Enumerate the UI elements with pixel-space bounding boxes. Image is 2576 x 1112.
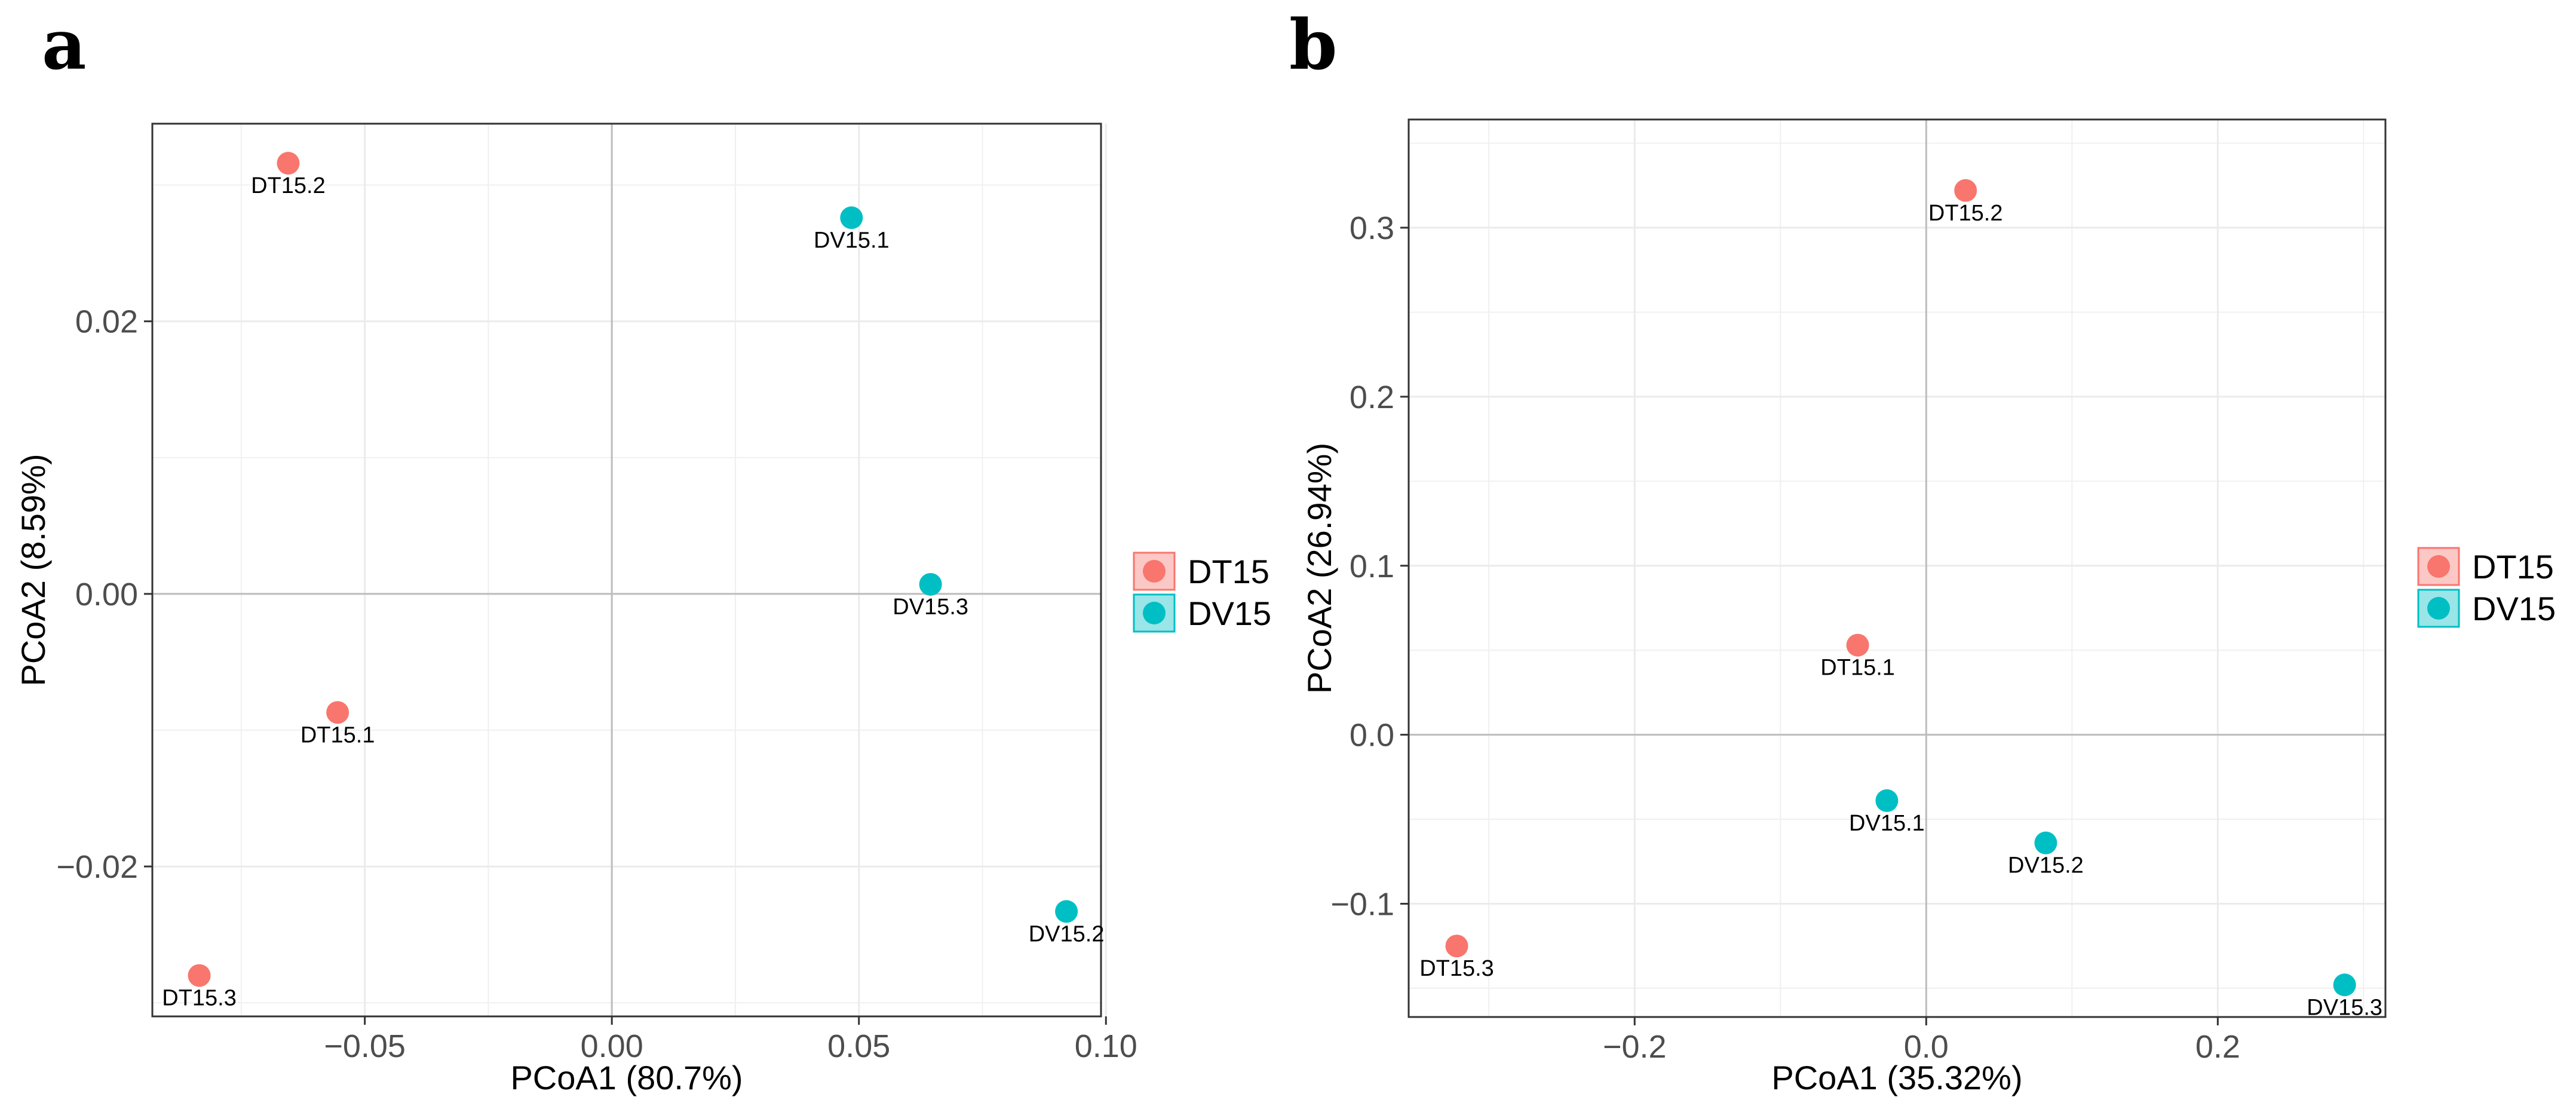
point-label-DT15-2: DT15.2: [251, 173, 326, 198]
point-label-DV15-2: DV15.2: [2008, 853, 2084, 878]
x-tick-label: −0.2: [1603, 1029, 1667, 1065]
x-axis-title: PCoA1 (80.7%): [510, 1059, 743, 1096]
data-point-DT15-1: [1846, 633, 1869, 657]
plot-background: [1409, 120, 2385, 1017]
y-axis-title: PCoA2 (26.94%): [1301, 443, 1338, 694]
data-point-DT15-2: [1954, 179, 1977, 202]
point-label-DV15-2: DV15.2: [1029, 921, 1105, 946]
data-point-DV15-1: [840, 206, 863, 229]
point-label-DV15-1: DV15.1: [1849, 811, 1925, 836]
point-label-DT15-1: DT15.1: [1820, 655, 1895, 681]
y-tick-label: 0.2: [1350, 379, 1394, 415]
x-tick-label: −0.05: [324, 1028, 406, 1064]
legend: DT15 DV15: [1133, 552, 1271, 633]
data-point-DT15-3: [1445, 935, 1468, 958]
legend-label-DV15: DV15: [2472, 590, 2556, 627]
y-tick-label: 0.1: [1350, 549, 1394, 584]
data-point-DV15-2: [1055, 900, 1078, 923]
point-label-DT15-3: DT15.3: [1419, 956, 1494, 981]
x-axis-title: PCoA1 (35.32%): [1771, 1059, 2022, 1096]
data-point-DV15-3: [919, 572, 942, 596]
legend-marker-DT15: [2427, 555, 2450, 578]
panel-letter: b: [1289, 5, 1337, 85]
x-tick-label: 0.10: [1075, 1028, 1137, 1064]
y-tick-label: 0.0: [1350, 718, 1394, 753]
data-point-DV15-3: [2333, 973, 2356, 997]
legend-marker-DV15: [2427, 597, 2450, 620]
x-tick-label: 0.00: [581, 1028, 643, 1064]
y-tick-label: 0.00: [75, 577, 138, 612]
legend-label-DT15: DT15: [1188, 553, 1269, 590]
x-tick-label: 0.2: [2195, 1029, 2240, 1065]
data-point-DV15-2: [2034, 831, 2057, 854]
data-point-DV15-1: [1875, 789, 1899, 812]
data-point-DT15-2: [277, 152, 300, 175]
legend-marker-DV15: [1143, 602, 1166, 624]
plot-border: [151, 122, 1102, 1018]
panel-letter: a: [42, 5, 87, 85]
y-tick-label: 0.02: [75, 304, 138, 340]
y-axis-title: PCoA2 (8.59%): [14, 454, 52, 686]
point-label-DV15-3: DV15.3: [2307, 995, 2382, 1020]
x-tick-label: 0.05: [827, 1028, 890, 1064]
point-label-DT15-1: DT15.1: [300, 722, 375, 748]
chart-panel-a: a −0.05 0.00 0.05 0.10 −0.02 0.00 0.02 PCoA1 (80…: [14, 5, 1271, 1096]
x-tick-label: 0.0: [1904, 1029, 1949, 1065]
legend-label-DT15: DT15: [2472, 548, 2554, 586]
legend-marker-DT15: [1143, 560, 1166, 583]
point-label-DV15-1: DV15.1: [814, 228, 890, 253]
point-label-DT15-3: DT15.3: [162, 986, 237, 1011]
data-point-DT15-3: [188, 964, 211, 987]
chart-panel-b: b −0.2 0.0 0.2 −0.1 0.0 0.1 0.2 0.3 PCoA1 (35.32%…: [1289, 5, 2556, 1096]
plot-background: [152, 124, 1101, 1016]
y-tick-label: −0.02: [56, 849, 138, 885]
legend-key-DV15: [1133, 593, 1176, 633]
plot-border: [1407, 118, 2387, 1018]
y-tick-label: −0.1: [1330, 886, 1394, 922]
data-point-DT15-1: [326, 701, 349, 724]
legend-label-DV15: DV15: [1188, 595, 1271, 632]
y-tick-label: 0.3: [1350, 210, 1394, 246]
point-label-DV15-3: DV15.3: [893, 595, 968, 620]
point-label-DT15-2: DT15.2: [1928, 201, 2003, 226]
legend: DT15 DV15: [2417, 547, 2556, 628]
